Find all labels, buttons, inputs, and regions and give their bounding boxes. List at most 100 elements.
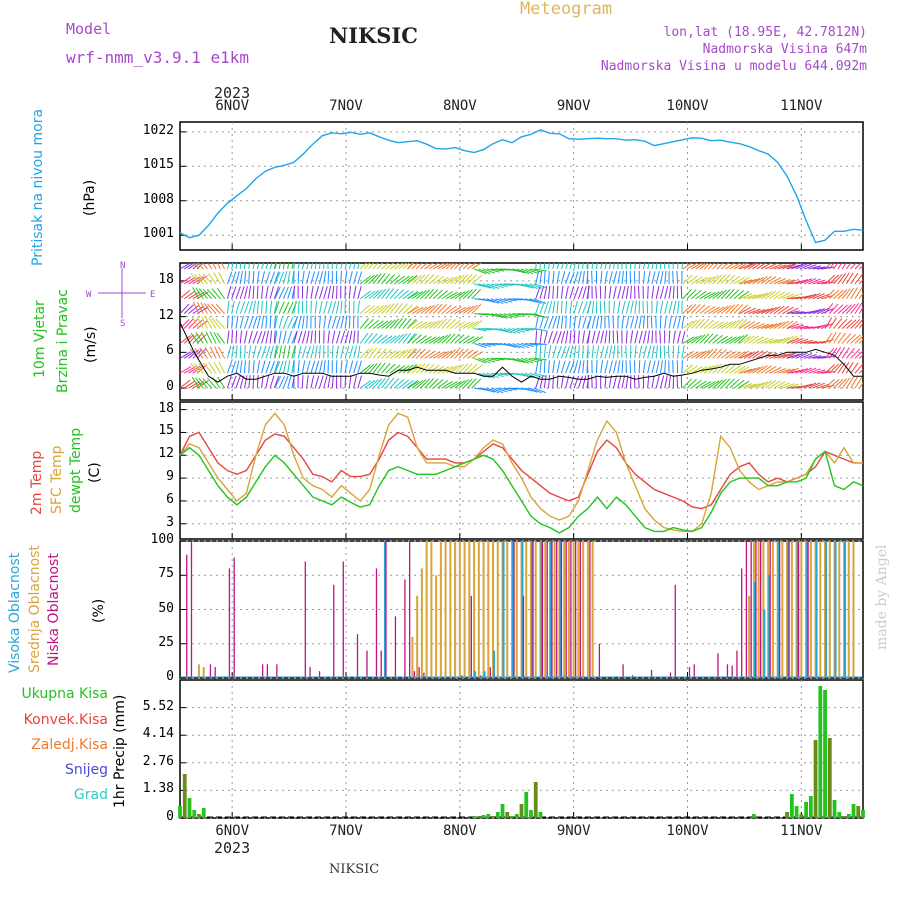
wind-barb <box>211 303 221 314</box>
wind-barb <box>837 273 847 285</box>
wind-barb <box>348 285 351 299</box>
wind-barb <box>828 289 840 300</box>
wind-barb <box>376 348 387 359</box>
wind-barb <box>261 330 266 344</box>
wind-barb <box>389 302 399 314</box>
wind-barb <box>613 285 617 299</box>
wind-barb <box>682 263 693 270</box>
wind-barb <box>560 285 564 299</box>
wind-barb <box>454 363 465 374</box>
wind-barb <box>196 316 204 329</box>
wind-barb <box>630 285 632 299</box>
wind-barb <box>467 378 477 389</box>
wind-barb <box>516 342 530 349</box>
wind-barb <box>664 360 666 374</box>
wind-barb <box>525 342 539 346</box>
wind-barb <box>393 303 403 314</box>
wind-barb <box>725 320 737 329</box>
wind-barb <box>858 264 863 270</box>
wind-barb <box>533 328 547 332</box>
date-top-2: 8NOV <box>442 98 477 114</box>
wind-barb <box>180 289 191 300</box>
wind-barb <box>556 315 561 329</box>
wind-barb <box>659 360 663 374</box>
wind-barb <box>450 319 461 329</box>
wind-barb <box>765 290 777 300</box>
wind-barb <box>458 274 469 285</box>
wind-barb <box>478 342 492 348</box>
wind-barb <box>617 300 621 314</box>
wind-barb <box>372 320 384 329</box>
wind-barb <box>841 377 851 389</box>
wind-barb <box>291 345 296 359</box>
wind-barb <box>226 360 233 374</box>
wind-barb <box>310 360 316 374</box>
wind-barb <box>310 285 314 299</box>
wind-barb <box>760 275 772 285</box>
wind-barb <box>265 345 271 359</box>
wind-barb <box>577 263 580 270</box>
wind-barb <box>458 290 470 300</box>
wind-barb <box>428 320 440 329</box>
wind-barb <box>406 347 416 359</box>
wind-barb <box>769 290 781 300</box>
wind-barb <box>180 276 192 285</box>
wind-barb <box>323 375 328 389</box>
y-tick-label-temp-1: 15 <box>158 423 174 439</box>
wind-barb <box>633 270 636 284</box>
wind-barb <box>699 276 712 285</box>
wind-barb <box>340 330 346 344</box>
wind-barb <box>560 271 566 284</box>
wind-barb <box>407 306 419 315</box>
wind-barb <box>188 333 198 344</box>
wind-barb <box>467 350 479 359</box>
wind-barb <box>808 368 821 374</box>
wind-barb <box>490 298 504 305</box>
wind-barb <box>323 286 328 299</box>
wind-barb <box>503 313 517 319</box>
date-bottom-0: 6NOV <box>215 823 250 839</box>
wind-barb <box>428 275 440 285</box>
wind-barb <box>196 333 207 344</box>
wind-barb <box>411 348 422 359</box>
wind-barb <box>638 360 641 374</box>
wind-barb <box>690 335 702 344</box>
compass-rose-icon: N S W E <box>86 261 155 329</box>
wind-barb <box>402 318 412 329</box>
wind-barb <box>621 375 626 389</box>
wind-barb <box>787 310 800 315</box>
wind-barb <box>192 319 203 329</box>
wind-barb <box>441 318 452 329</box>
wind-barb <box>389 288 399 300</box>
wind-barb <box>478 283 491 289</box>
wind-barb <box>617 270 621 284</box>
wind-barb <box>482 342 496 346</box>
wind-barb <box>411 334 422 344</box>
wind-barb <box>273 271 280 285</box>
wind-barb <box>393 318 403 329</box>
wind-barb <box>318 300 323 314</box>
wind-barb <box>560 315 564 329</box>
wind-barb <box>799 278 813 285</box>
wind-barb <box>385 350 397 359</box>
wind-barb <box>695 318 705 329</box>
wind-barb <box>301 315 305 329</box>
wind-barb <box>708 291 720 300</box>
wind-barb <box>845 287 855 300</box>
wind-barb <box>445 305 457 315</box>
wind-barb <box>677 263 679 269</box>
wind-barb <box>188 291 200 300</box>
wind-barb <box>686 378 697 389</box>
wind-barb <box>353 263 356 270</box>
wind-barb <box>833 347 842 359</box>
wind-barb <box>729 365 741 374</box>
wind-barb <box>816 307 830 315</box>
wind-barb <box>415 379 427 389</box>
wind-barb <box>655 345 658 359</box>
wind-barb <box>858 292 863 300</box>
wind-barb <box>445 381 458 389</box>
wind-barb <box>353 345 358 359</box>
wind-barb <box>782 293 795 300</box>
wind-barb <box>828 303 839 314</box>
wind-barb <box>278 315 284 329</box>
